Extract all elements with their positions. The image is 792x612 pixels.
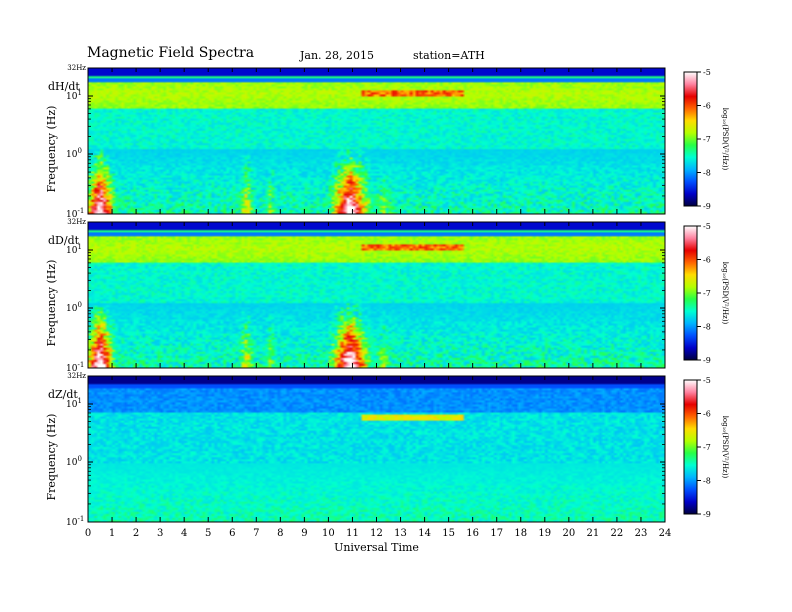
y-tick-label: 10-1 xyxy=(66,207,84,220)
y-axis-label: Frequency (Hz) xyxy=(45,414,58,501)
colorbar-tick-label: -6 xyxy=(703,102,711,111)
y-tick-exp: 1 xyxy=(77,243,81,251)
colorbar-tick-label: -8 xyxy=(703,323,711,332)
x-tick-label: 19 xyxy=(538,528,551,539)
x-axis-label: Universal Time xyxy=(334,541,419,554)
colorbar xyxy=(683,379,698,515)
x-tick-label: 1 xyxy=(109,528,115,539)
colorbar-tick-label: -6 xyxy=(703,410,711,419)
colorbar-tick-label: -9 xyxy=(703,202,711,211)
y-tick-base: 10 xyxy=(66,304,78,314)
x-tick-label: 18 xyxy=(514,528,527,539)
colorbar-label: log₁₀(PSD(V²/Hz)) xyxy=(721,416,729,479)
x-tick-label: 20 xyxy=(562,528,575,539)
x-tick-label: 10 xyxy=(322,528,335,539)
colorbar xyxy=(683,225,698,361)
y-axis-label: Frequency (Hz) xyxy=(45,260,58,347)
y-tick-base: 10 xyxy=(66,246,78,256)
panel-label: dZ/dt xyxy=(48,388,78,401)
spectrogram-image xyxy=(88,222,665,368)
y-tick-label: 101 xyxy=(66,89,82,102)
colorbar-tick-label: -5 xyxy=(703,222,711,231)
y-tick-base: 10 xyxy=(66,458,78,468)
x-tick-label: 21 xyxy=(587,528,600,539)
x-tick-label: 12 xyxy=(370,528,383,539)
x-tick-label: 24 xyxy=(659,528,672,539)
y-tick-exp: 0 xyxy=(77,147,81,155)
x-tick-label: 16 xyxy=(466,528,479,539)
y-tick-label: 101 xyxy=(66,243,82,256)
x-tick-label: 23 xyxy=(635,528,648,539)
x-tick-label: 4 xyxy=(181,528,187,539)
colorbar-tick-label: -7 xyxy=(703,135,711,144)
y-tick-base: 10 xyxy=(66,518,78,528)
y-axis-label: Frequency (Hz) xyxy=(45,106,58,193)
y-tick-exp: 1 xyxy=(77,89,81,97)
x-tick-label: 15 xyxy=(442,528,455,539)
y-tick-exp: -1 xyxy=(77,515,84,523)
colorbar-label: log₁₀(PSD(V²/Hz)) xyxy=(721,108,729,171)
y-top-label: 32Hz xyxy=(67,372,86,380)
y-tick-exp: 0 xyxy=(77,455,81,463)
y-tick-exp: 0 xyxy=(77,301,81,309)
chart-date: Jan. 28, 2015 xyxy=(300,49,375,62)
y-tick-label: 101 xyxy=(66,397,82,410)
y-tick-exp: -1 xyxy=(77,361,84,369)
colorbar-tick-label: -9 xyxy=(703,510,711,519)
x-axis: 0 1 2 3 4 5 6 7 8 9 10 11 12 13 14 15 16 17 18 19 20 21 22 23 24… xyxy=(85,528,672,554)
y-tick-base: 10 xyxy=(66,92,78,102)
colorbar xyxy=(683,71,698,207)
x-tick-label: 0 xyxy=(85,528,91,539)
y-tick-exp: -1 xyxy=(77,207,84,215)
x-tick-label: 5 xyxy=(205,528,211,539)
x-tick-label: 7 xyxy=(253,528,259,539)
colorbar-tick-label: -6 xyxy=(703,256,711,265)
y-tick-label: 100 xyxy=(66,455,82,468)
colorbar-tick-label: -9 xyxy=(703,356,711,365)
spectrogram-image xyxy=(88,376,665,522)
x-tick-label: 13 xyxy=(394,528,407,539)
y-tick-base: 10 xyxy=(66,210,78,220)
y-tick-label: 10-1 xyxy=(66,515,84,528)
colorbar-tick-label: -7 xyxy=(703,443,711,452)
colorbar-label: log₁₀(PSD(V²/Hz)) xyxy=(721,262,729,325)
y-top-label: 32Hz xyxy=(67,64,86,72)
x-tick-label: 11 xyxy=(346,528,359,539)
spectrogram-image xyxy=(88,68,665,214)
colorbar-tick-label: -5 xyxy=(703,68,711,77)
panel-label: dD/dt xyxy=(48,234,80,247)
x-tick-label: 2 xyxy=(133,528,139,539)
colorbar-tick-label: -7 xyxy=(703,289,711,298)
station-label: station=ATH xyxy=(413,49,485,62)
y-tick-label: 10-1 xyxy=(66,361,84,374)
y-tick-label: 100 xyxy=(66,301,82,314)
y-tick-base: 10 xyxy=(66,400,78,410)
x-tick-label: 6 xyxy=(229,528,235,539)
x-tick-label: 8 xyxy=(277,528,283,539)
colorbar-tick-label: -8 xyxy=(703,169,711,178)
x-tick-label: 14 xyxy=(418,528,431,539)
x-tick-label: 17 xyxy=(490,528,503,539)
y-tick-label: 100 xyxy=(66,147,82,160)
x-tick-label: 9 xyxy=(301,528,307,539)
y-top-label: 32Hz xyxy=(67,218,86,226)
panel-label: dH/dt xyxy=(48,80,80,93)
x-tick-label: 22 xyxy=(611,528,624,539)
colorbar-tick-label: -5 xyxy=(703,376,711,385)
colorbar-tick-label: -8 xyxy=(703,477,711,486)
chart-title: Magnetic Field Spectra xyxy=(87,45,255,61)
y-tick-base: 10 xyxy=(66,364,78,374)
y-tick-exp: 1 xyxy=(77,397,81,405)
x-tick-label: 3 xyxy=(157,528,163,539)
y-tick-base: 10 xyxy=(66,150,78,160)
